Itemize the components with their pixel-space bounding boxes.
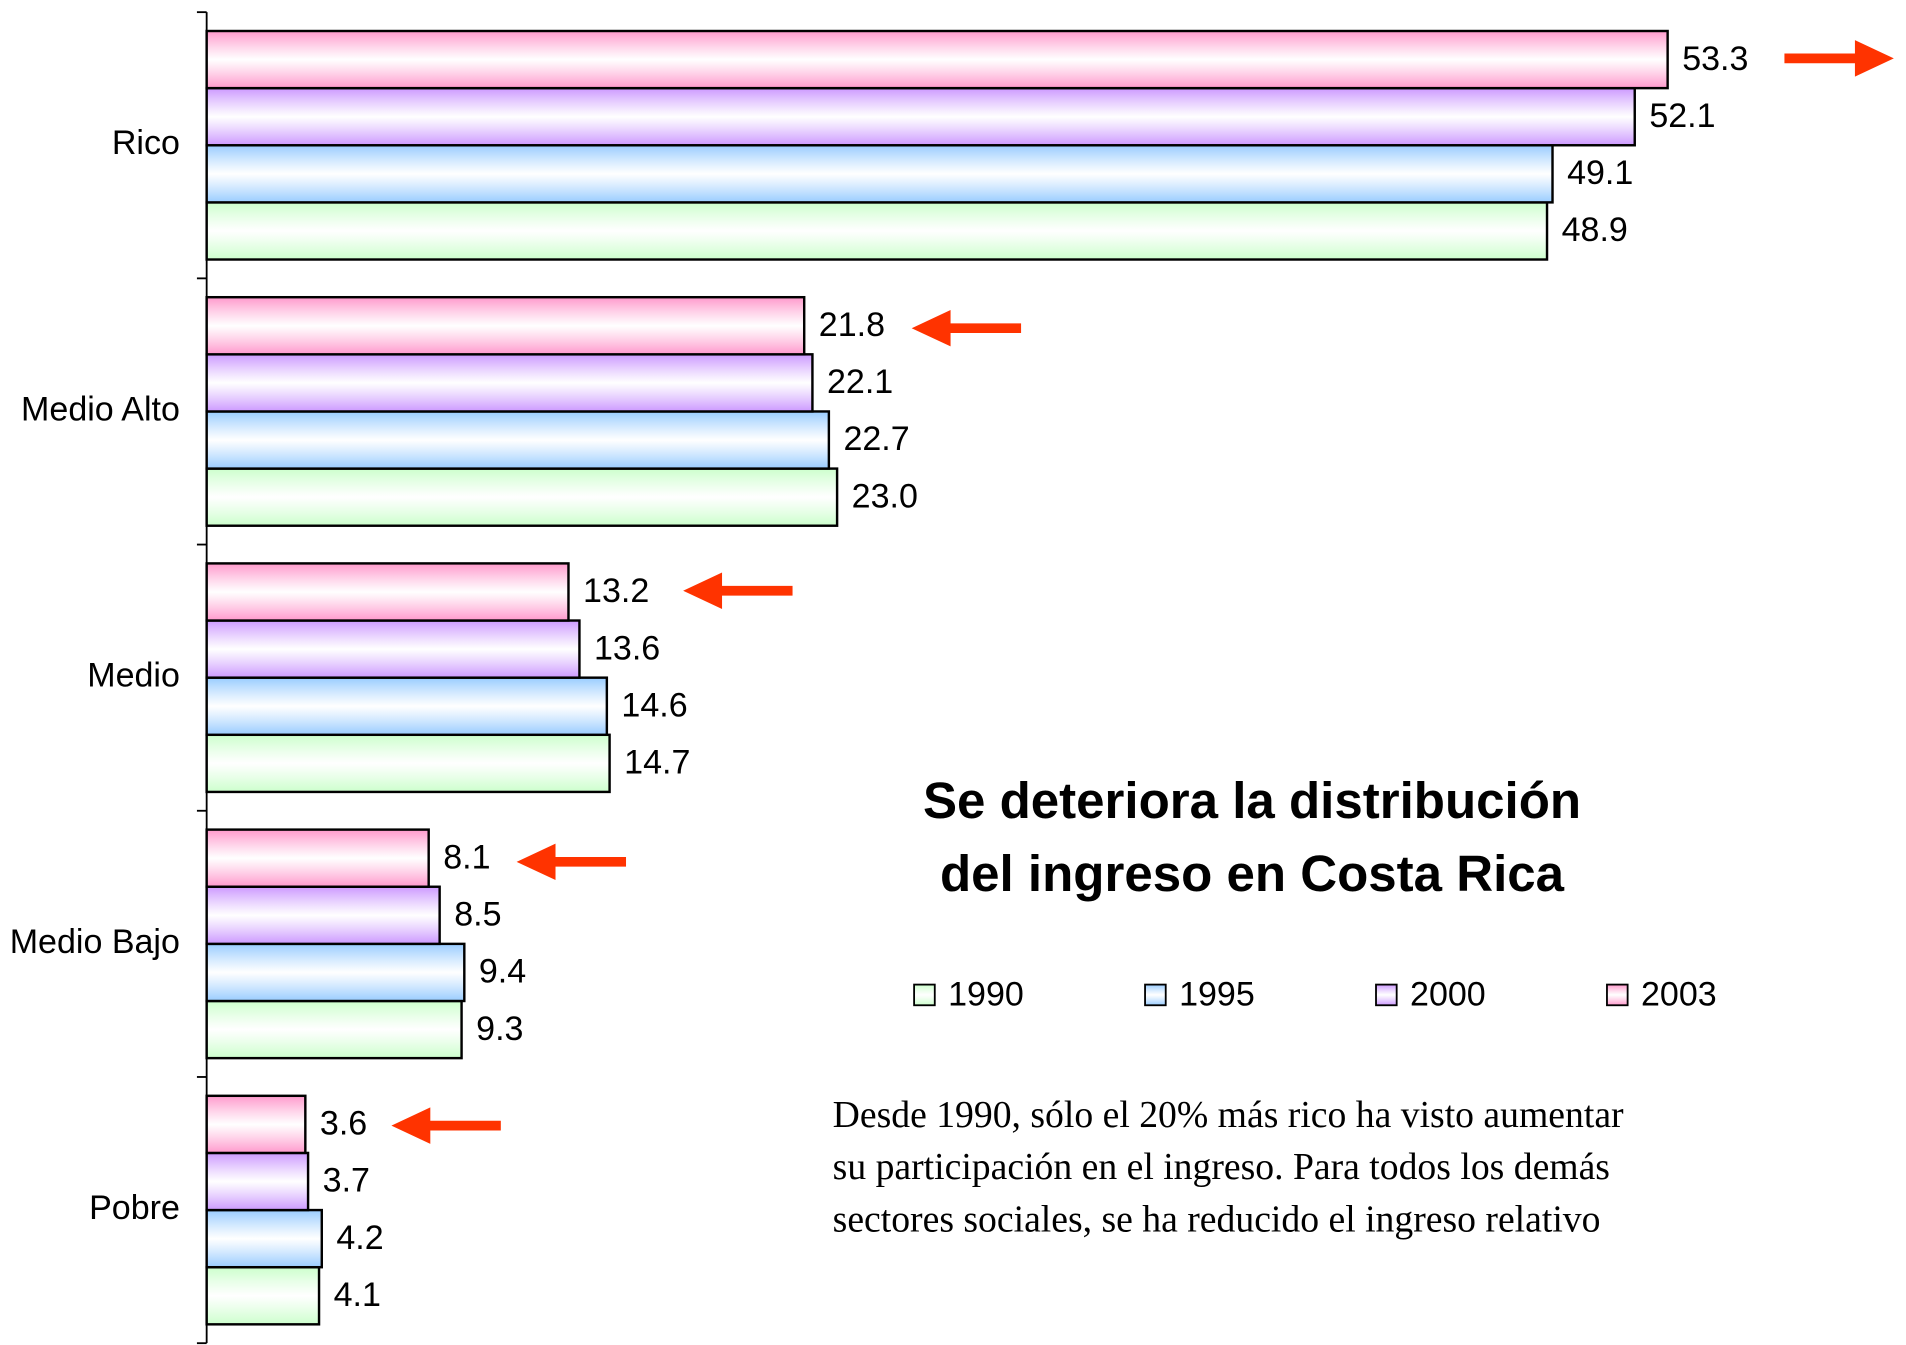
value-label: 9.3 xyxy=(476,1010,523,1048)
value-label: 49.1 xyxy=(1567,154,1633,192)
bar xyxy=(205,1151,310,1212)
value-label: 23.0 xyxy=(852,477,918,515)
bar xyxy=(205,999,463,1060)
value-label: 48.9 xyxy=(1562,211,1628,249)
value-label: 9.4 xyxy=(479,953,526,991)
value-label: 21.8 xyxy=(819,306,885,344)
value-label: 13.6 xyxy=(594,629,660,667)
value-label: 3.7 xyxy=(323,1162,370,1200)
arrow xyxy=(1784,40,1894,77)
value-label: 22.1 xyxy=(827,363,893,401)
bar xyxy=(205,676,609,737)
bar xyxy=(205,885,441,946)
legend-swatch xyxy=(1375,983,1398,1007)
value-label: 22.7 xyxy=(843,420,909,458)
arrows xyxy=(391,40,1894,1144)
legend-swatch xyxy=(1144,983,1167,1007)
legend-label: 1995 xyxy=(1179,976,1255,1014)
value-label: 13.2 xyxy=(583,572,649,610)
legend-label: 2000 xyxy=(1410,976,1486,1014)
y-tick-label: Medio Bajo xyxy=(10,923,180,961)
value-label: 8.5 xyxy=(454,896,501,934)
bar xyxy=(205,410,831,470)
legend-label: 2003 xyxy=(1641,976,1717,1014)
y-tick-label: Medio xyxy=(87,657,180,695)
arrow xyxy=(683,572,793,609)
arrow xyxy=(391,1107,501,1144)
bar xyxy=(205,353,814,413)
value-label: 4.2 xyxy=(336,1219,383,1257)
bar xyxy=(205,1094,307,1155)
value-label: 14.7 xyxy=(624,744,690,782)
value-label: 52.1 xyxy=(1649,97,1715,135)
bar xyxy=(205,86,1636,147)
value-label: 14.6 xyxy=(621,686,687,724)
bar xyxy=(205,1208,323,1269)
y-tick-label: Pobre xyxy=(89,1189,180,1227)
bar xyxy=(205,295,806,356)
value-label: 4.1 xyxy=(334,1276,381,1314)
y-tick-label: Medio Alto xyxy=(21,390,180,428)
annotation: su participación en el ingreso. Para tod… xyxy=(833,1146,1610,1188)
value-label: 8.1 xyxy=(443,838,490,876)
bar xyxy=(205,619,581,679)
bar xyxy=(205,144,1554,204)
value-label: 53.3 xyxy=(1682,40,1748,78)
annotation: Desde 1990, sólo el 20% más rico ha vist… xyxy=(833,1094,1624,1136)
bar xyxy=(205,29,1669,90)
annotation: sectores sociales, se ha reducido el ing… xyxy=(833,1198,1601,1240)
bar xyxy=(205,562,570,622)
bar xyxy=(205,942,466,1003)
y-tick-label: Rico xyxy=(112,124,180,162)
chart-title: Se deteriora la distribución xyxy=(923,772,1581,829)
legend-swatch xyxy=(913,983,936,1007)
arrow xyxy=(911,309,1022,347)
bar xyxy=(205,467,839,527)
bar xyxy=(205,1265,321,1326)
chart-title: del ingreso en Costa Rica xyxy=(940,845,1565,902)
legend-label: 1990 xyxy=(948,976,1024,1014)
legend-swatch xyxy=(1606,983,1629,1007)
bar xyxy=(205,733,611,794)
bar xyxy=(205,828,430,888)
arrow xyxy=(516,843,627,881)
value-label: 3.6 xyxy=(320,1105,367,1143)
bar xyxy=(205,201,1549,261)
